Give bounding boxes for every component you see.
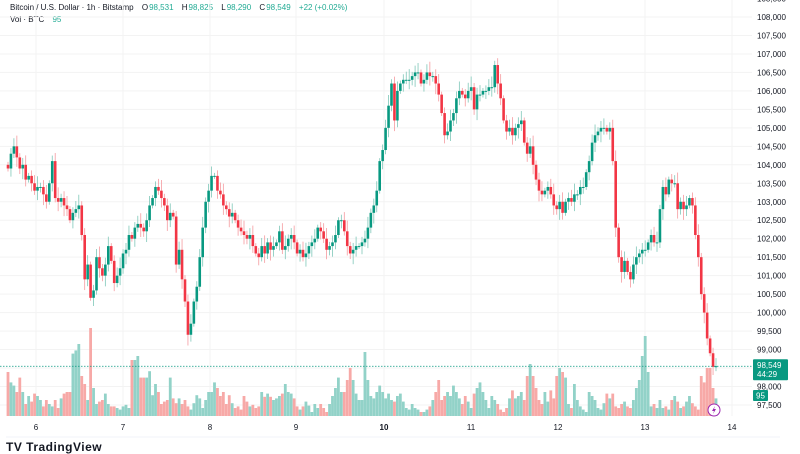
time-tick: 14 xyxy=(728,423,737,432)
volume-label[interactable]: Vol · BTC xyxy=(10,15,45,24)
price-tick: 106,500 xyxy=(757,68,786,77)
time-axis-bg xyxy=(0,416,780,437)
price-tick: 107,000 xyxy=(757,50,786,59)
volume-value: 95 xyxy=(52,15,62,24)
svg-text:44:29: 44:29 xyxy=(757,370,778,379)
price-tick: 104,500 xyxy=(757,142,786,151)
price-tick: 104,000 xyxy=(757,161,786,170)
lightning-icon[interactable] xyxy=(707,403,721,417)
price-tick: 99,500 xyxy=(757,327,782,336)
svg-text:108,500: 108,500 xyxy=(757,0,786,4)
time-tick: 13 xyxy=(641,423,650,432)
volume-bars xyxy=(6,328,718,416)
svg-text:95: 95 xyxy=(756,392,765,401)
price-tick: 105,500 xyxy=(757,105,786,114)
symbol-title[interactable]: Bitcoin / U.S. Dollar · 1h · Bitstamp xyxy=(10,3,134,12)
time-tick: 6 xyxy=(34,423,39,432)
high-value: 98,825 xyxy=(188,3,214,12)
high-label: H xyxy=(181,3,188,12)
time-tick: 7 xyxy=(121,423,126,432)
price-tick: 107,500 xyxy=(757,31,786,40)
change-value: +22 (+0.02%) xyxy=(298,3,348,12)
price-tick: 100,500 xyxy=(757,290,786,299)
close-label: C xyxy=(259,3,266,12)
price-tick: 103,000 xyxy=(757,198,786,207)
price-tick: 98,000 xyxy=(757,383,782,392)
price-tick: 99,000 xyxy=(757,346,782,355)
time-tick: 12 xyxy=(554,423,563,432)
price-tick: 105,000 xyxy=(757,124,786,133)
svg-text:98,549: 98,549 xyxy=(757,361,782,370)
price-tick: 101,500 xyxy=(757,253,786,262)
volume-badge xyxy=(753,390,768,401)
chart-legend: Bitcoin / U.S. Dollar · 1h · Bitstamp O9… xyxy=(10,2,348,26)
time-tick: 9 xyxy=(294,423,299,432)
low-label: L xyxy=(221,3,226,12)
time-axis[interactable]: 6 7 8 9 10 11 12 13 14 xyxy=(34,423,737,432)
price-tick: 101,000 xyxy=(757,272,786,281)
price-tick: 103,500 xyxy=(757,179,786,188)
chart-grid xyxy=(0,0,752,416)
open-value: 98,531 xyxy=(149,3,174,12)
low-value: 98,290 xyxy=(226,3,252,12)
close-value: 98,549 xyxy=(266,3,291,12)
ohlc-row: Bitcoin / U.S. Dollar · 1h · Bitstamp O9… xyxy=(10,2,348,14)
time-tick: 8 xyxy=(208,423,213,432)
price-tick: 108,000 xyxy=(757,13,786,22)
time-tick: 10 xyxy=(380,423,389,432)
tradingview-logo[interactable]: TV TradingView xyxy=(6,440,103,454)
time-tick: 11 xyxy=(467,423,476,432)
price-tick: 100,000 xyxy=(757,309,786,318)
open-label: O xyxy=(141,3,149,12)
candles xyxy=(6,58,718,376)
price-tick: 97,500 xyxy=(757,401,782,410)
last-price-badge xyxy=(753,359,788,381)
volume-row: Vol · BTC 95 xyxy=(10,14,348,26)
price-tick: 106,000 xyxy=(757,87,786,96)
price-tick: 102,000 xyxy=(757,235,786,244)
price-tick: 102,500 xyxy=(757,216,786,225)
price-axis[interactable]: 97,50098,00098,50099,00099,500100,000100… xyxy=(757,0,786,410)
